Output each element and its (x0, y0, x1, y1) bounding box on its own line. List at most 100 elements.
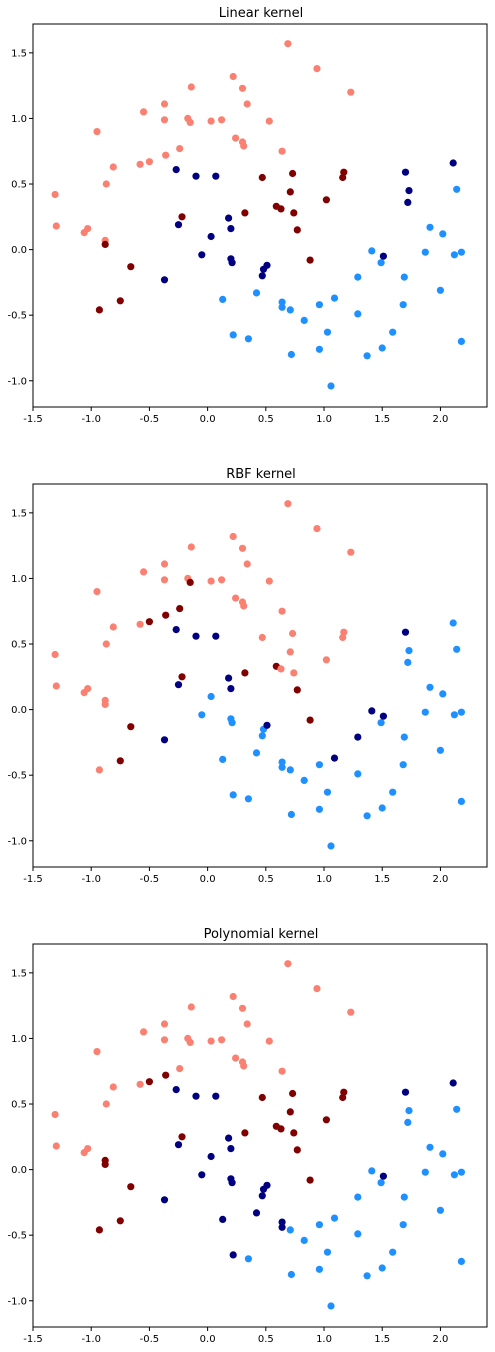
data-point (265, 1037, 273, 1045)
data-point (218, 116, 226, 124)
x-tick-label: 0.5 (258, 414, 274, 425)
data-point (186, 118, 194, 126)
misclassified-point (172, 166, 180, 174)
data-point (315, 1221, 323, 1229)
data-point (457, 248, 465, 256)
misclassified-point (116, 757, 124, 765)
y-tick-label: 0.5 (11, 640, 27, 651)
misclassified-point (176, 605, 184, 613)
misclassified-point (95, 1226, 103, 1234)
data-point (453, 185, 461, 193)
data-point (354, 1230, 362, 1238)
misclassified-point (290, 209, 298, 217)
data-point (426, 223, 434, 231)
data-point (378, 1264, 386, 1272)
data-point (389, 1248, 397, 1256)
data-point (347, 1008, 355, 1016)
misclassified-point (379, 252, 387, 260)
data-point (101, 700, 109, 708)
data-point (284, 960, 292, 968)
misclassified-point (227, 685, 235, 693)
data-point (426, 683, 434, 691)
misclassified-point (160, 736, 169, 744)
data-point (354, 273, 362, 281)
misclassified-point (227, 1145, 235, 1153)
scatter-points (51, 500, 465, 850)
data-point (347, 548, 355, 556)
data-point (286, 766, 294, 774)
data-point (323, 788, 332, 796)
misclassified-point (379, 712, 387, 720)
data-point (457, 797, 465, 805)
data-point (278, 1067, 286, 1075)
misclassified-point (306, 256, 314, 264)
data-point (439, 230, 447, 238)
misclassified-point (306, 716, 314, 724)
misclassified-point (127, 723, 135, 731)
misclassified-point (174, 681, 183, 689)
data-point (289, 629, 297, 638)
data-point (240, 602, 248, 610)
data-point (102, 1100, 110, 1108)
data-point (160, 1020, 169, 1028)
y-tick-label: 0.0 (11, 1165, 27, 1176)
data-point (457, 1168, 465, 1176)
misclassified-point (368, 707, 376, 715)
data-point (450, 711, 458, 719)
data-point (244, 335, 252, 343)
data-point (160, 100, 169, 108)
data-point (323, 1248, 332, 1256)
data-point (140, 108, 148, 116)
data-point (377, 719, 385, 727)
data-point (238, 84, 247, 92)
data-point (187, 1003, 195, 1011)
data-point (186, 1038, 194, 1046)
misclassified-point (101, 240, 109, 248)
data-point (228, 719, 236, 727)
misclassified-point (405, 187, 413, 195)
data-point (450, 251, 458, 259)
data-point (136, 620, 144, 628)
misclassified-point (225, 674, 233, 682)
data-point (323, 328, 332, 336)
axes-frame (32, 483, 488, 868)
misclassified-point (101, 1160, 109, 1168)
chart-title: RBF kernel (226, 467, 296, 482)
misclassified-point (241, 669, 249, 677)
misclassified-point (290, 1129, 298, 1137)
y-tick-label: -1.0 (7, 376, 27, 387)
data-point (102, 640, 110, 648)
data-point (404, 658, 412, 666)
misclassified-point (322, 196, 330, 204)
data-point (363, 352, 371, 360)
misclassified-point (379, 1172, 387, 1180)
data-point (109, 1083, 117, 1091)
data-point (284, 40, 292, 48)
data-point (232, 1054, 240, 1062)
data-point (136, 1080, 144, 1088)
data-point (327, 382, 335, 390)
data-point (322, 656, 330, 664)
misclassified-point (278, 1223, 286, 1231)
data-point (93, 1048, 101, 1056)
data-point (160, 560, 169, 568)
data-point (290, 669, 298, 677)
x-tick-label: 1.0 (316, 874, 332, 885)
misclassified-point (212, 172, 220, 180)
data-point (52, 222, 60, 230)
x-tick-label: 0.5 (258, 1334, 274, 1345)
misclassified-point (401, 168, 410, 176)
y-tick-label: 1.5 (11, 48, 27, 59)
data-point (439, 690, 447, 698)
data-point (436, 1206, 444, 1214)
misclassified-point (219, 1215, 227, 1223)
data-point (389, 788, 397, 796)
x-tick-label: 0.0 (200, 1334, 216, 1345)
data-point (421, 708, 429, 716)
misclassified-point (160, 276, 169, 284)
data-point (229, 331, 237, 339)
y-tick-label: 1.5 (11, 508, 27, 519)
misclassified-point (306, 1176, 314, 1184)
x-tick-label: 1.5 (374, 1334, 390, 1345)
data-point (354, 1193, 362, 1201)
